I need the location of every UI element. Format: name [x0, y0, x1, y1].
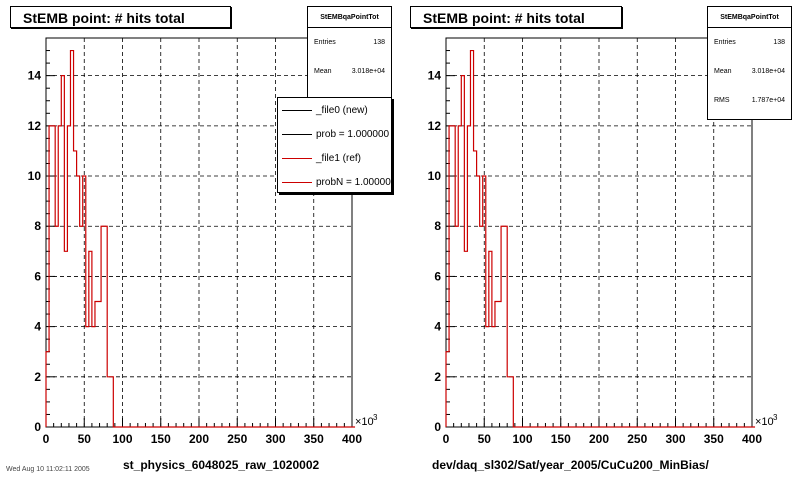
- legend-label: _file1 (ref): [316, 152, 362, 164]
- right-stats-row: Entries 138: [708, 28, 791, 57]
- right-histogram-series: [445, 49, 756, 428]
- right-x-multiplier-exponent: 3: [773, 413, 778, 422]
- legend-line-icon: [282, 181, 312, 183]
- right-stats-label: Mean: [714, 68, 732, 75]
- legend-entry: _file0 (new): [278, 98, 391, 122]
- left-y-tick-label: 8: [34, 219, 41, 233]
- right-stats-row: Mean 3.018e+04: [708, 57, 791, 86]
- left-stats-label: Entries: [314, 39, 336, 46]
- right-y-tick-label: 4: [434, 320, 441, 334]
- right-x-tick-label: 300: [665, 432, 685, 446]
- left-stats-box: StEMBqaPointTot Entries 138 Mean 3.018e+…: [307, 6, 392, 104]
- left-stats-row: Entries 138: [308, 28, 391, 57]
- left-stats-value: 3.018e+04: [351, 68, 385, 75]
- left-x-tick-label: 300: [265, 432, 285, 446]
- right-x-tick-label: 250: [627, 432, 647, 446]
- right-y-tick-label: 8: [434, 219, 441, 233]
- left-x-tick-label: 150: [151, 432, 171, 446]
- right-y-tick-label: 12: [428, 119, 442, 133]
- left-x-caption: st_physics_6048025_raw_1020002: [123, 458, 320, 472]
- left-chart-title: StEMB point: # hits total: [10, 6, 231, 28]
- right-stats-box: StEMBqaPointTot Entries 138 Mean 3.018e+…: [707, 6, 792, 120]
- footer-timestamp: Wed Aug 10 11:02:11 2005: [6, 466, 90, 473]
- right-x-tick-label: 200: [589, 432, 609, 446]
- right-chart-title: StEMB point: # hits total: [410, 6, 622, 28]
- right-stats-label: RMS: [714, 97, 730, 104]
- left-histogram-series: [45, 49, 356, 428]
- right-stats-value: 3.018e+04: [751, 68, 785, 75]
- legend-line-icon: [282, 157, 312, 159]
- legend-label: _file0 (new): [316, 104, 368, 116]
- right-x-tick-label: 100: [512, 432, 532, 446]
- left-y-tick-label: 6: [34, 269, 41, 283]
- right-stats-value: 1.787e+04: [751, 97, 785, 104]
- left-x-tick-label: 400: [342, 432, 362, 446]
- legend-line-icon: [282, 133, 312, 135]
- right-y-tick-label: 2: [434, 370, 441, 384]
- right-x-multiplier: ×10: [755, 416, 774, 428]
- right-x-tick-label: 0: [443, 432, 450, 446]
- right-stats-row: RMS 1.787e+04: [708, 86, 791, 115]
- left-y-tick-label: 0: [34, 420, 41, 434]
- left-legend: _file0 (new) prob = 1.000000 _file1 (ref…: [277, 97, 392, 193]
- left-x-tick-label: 100: [112, 432, 132, 446]
- legend-label: probN = 1.000000: [316, 176, 392, 188]
- left-stats-name: StEMBqaPointTot: [308, 7, 391, 28]
- left-x-tick-label: 350: [304, 432, 324, 446]
- left-x-tick-label: 250: [227, 432, 247, 446]
- legend-entry: probN = 1.000000: [278, 170, 392, 192]
- right-y-tick-label: 14: [428, 69, 442, 83]
- left-y-tick-label: 12: [28, 119, 42, 133]
- left-stats-value: 138: [373, 39, 385, 46]
- right-x-tick-label: 350: [704, 432, 724, 446]
- left-x-multiplier-exponent: 3: [373, 413, 378, 422]
- right-x-caption: dev/daq_sl302/Sat/year_2005/CuCu200_MinB…: [432, 458, 709, 472]
- right-chart: 0 50 100 150 200 250 300 350 400 0 2 4 6 8 10 12 14 ×10 3: [428, 37, 778, 446]
- right-y-tick-label: 6: [434, 269, 441, 283]
- left-x-tick-label: 200: [189, 432, 209, 446]
- right-stats-label: Entries: [714, 39, 736, 46]
- left-x-multiplier: ×10: [355, 416, 374, 428]
- legend-entry: _file1 (ref): [278, 146, 391, 170]
- right-x-tick-label: 150: [551, 432, 571, 446]
- left-y-tick-label: 2: [34, 370, 41, 384]
- left-stats-row: Mean 3.018e+04: [308, 57, 391, 86]
- left-panel: 0 50 100 150 200 250 300 350 400 0 2 4 6 8 10 12 14 ×10 3 …: [10, 6, 392, 472]
- left-y-tick-label: 14: [28, 69, 42, 83]
- right-stats-name: StEMBqaPointTot: [708, 7, 791, 28]
- left-x-tick-label: 0: [43, 432, 50, 446]
- right-y-tick-label: 10: [428, 169, 442, 183]
- left-y-tick-label: 4: [34, 320, 41, 334]
- right-panel: 0 50 100 150 200 250 300 350 400 0 2 4 6 8 10 12 14 ×10 3 …: [400, 0, 800, 480]
- left-x-tick-label: 50: [78, 432, 92, 446]
- legend-line-icon: [282, 109, 312, 111]
- right-x-tick-label: 400: [742, 432, 762, 446]
- legend-entry: prob = 1.000000: [278, 122, 391, 146]
- right-y-tick-label: 0: [434, 420, 441, 434]
- right-x-tick-label: 50: [478, 432, 492, 446]
- legend-label: prob = 1.000000: [316, 128, 390, 140]
- left-y-tick-label: 10: [28, 169, 42, 183]
- left-stats-label: Mean: [314, 68, 332, 75]
- right-stats-value: 138: [773, 39, 785, 46]
